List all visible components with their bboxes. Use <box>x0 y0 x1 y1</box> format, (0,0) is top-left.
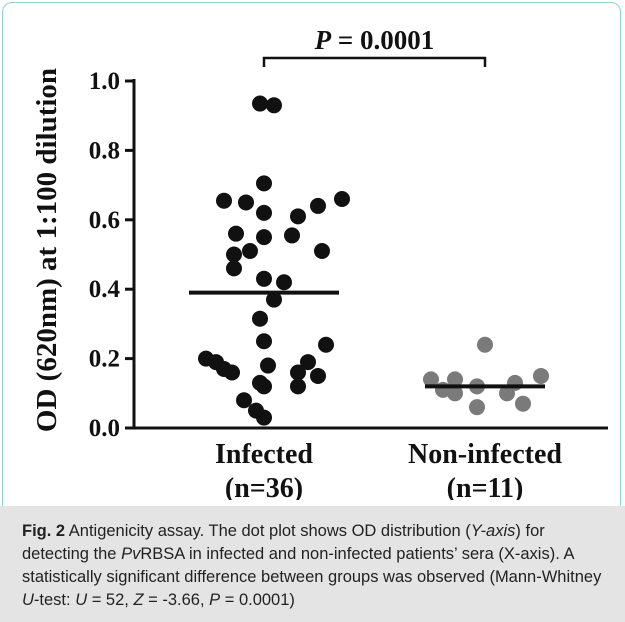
infected-point <box>228 225 244 242</box>
infected-point <box>256 229 272 246</box>
caption-text: The dot plot shows OD distribution ( <box>204 522 471 540</box>
infected-point <box>226 246 242 263</box>
y-tick-label: 0.0 <box>89 415 120 442</box>
infected-point <box>310 367 326 384</box>
infected-point <box>224 364 240 381</box>
significance-bracket <box>262 56 487 67</box>
infected-point <box>256 270 272 287</box>
infected-point <box>260 357 276 374</box>
caption-italic: Pv <box>121 545 141 563</box>
infected-point <box>290 378 306 395</box>
infected-point <box>238 194 254 211</box>
infected-point <box>216 192 232 209</box>
y-tick-label: 0.8 <box>89 137 120 164</box>
caption-text: = -3.66, <box>143 591 210 609</box>
infected-point <box>256 409 272 426</box>
caption-text: -test: <box>33 591 76 609</box>
caption-text: RBSA in infected and non-infected patien… <box>22 545 602 586</box>
infected-point <box>290 208 306 225</box>
infected-point <box>226 260 242 277</box>
infected-point <box>314 243 330 260</box>
y-tick-label: 0.2 <box>89 346 120 373</box>
caption-italic: U <box>22 591 34 609</box>
caption-title: Antigenicity assay. <box>65 522 205 540</box>
infected-point <box>256 333 272 350</box>
infected-point <box>266 291 282 308</box>
infected-point <box>284 227 300 244</box>
x-tick-label: (n=36) <box>225 473 303 500</box>
non-infected-point <box>515 395 531 412</box>
caption-italic: P <box>209 591 221 609</box>
infected-point <box>276 274 292 291</box>
y-tick-label: 0.4 <box>89 276 121 303</box>
significance-annotation: P = 0.0001 <box>262 25 487 67</box>
non-infected-point <box>447 385 463 402</box>
caption-italic: Y-axis <box>470 522 516 540</box>
dot-plot-chart: 0.0 0.2 0.4 0.6 0.8 1.0 Infected (n=36) Non-inf… <box>31 25 608 500</box>
infected-point <box>300 354 316 371</box>
p-symbol: P <box>314 25 332 55</box>
infected-point <box>266 97 282 114</box>
infected-point <box>252 310 268 327</box>
p-value-annotation: P = 0.0001 <box>314 25 435 55</box>
p-value-text: = 0.0001 <box>331 25 434 55</box>
non-infected-point <box>499 385 515 402</box>
x-axis: Infected (n=36) Non-infected (n=11) <box>133 426 608 500</box>
non-infected-point <box>447 371 463 388</box>
y-tick-label: 0.6 <box>89 207 120 234</box>
caption-text: = 52, <box>87 591 134 609</box>
x-tick-label: Infected <box>215 439 313 470</box>
data-points <box>198 95 549 426</box>
non-infected-point <box>533 367 549 384</box>
caption-italic: U <box>75 591 88 609</box>
infected-point <box>256 175 272 192</box>
y-axis: 0.0 0.2 0.4 0.6 0.8 1.0 <box>89 68 136 442</box>
median-lines <box>189 290 545 389</box>
infected-point <box>256 378 272 395</box>
non-infected-point <box>477 336 493 353</box>
x-tick-label: (n=11) <box>447 473 524 500</box>
infected-point <box>318 336 334 353</box>
infected-point <box>290 364 306 381</box>
figure-caption: Fig. 2 Antigenicity assay. The dot plot … <box>0 506 625 622</box>
caption-figure-label: Fig. 2 <box>22 522 66 540</box>
infected-point <box>256 204 272 221</box>
infected-point <box>242 243 258 260</box>
non-infected-point <box>469 399 485 416</box>
infected-point <box>236 392 252 409</box>
caption-text: ) for detecting the <box>22 522 545 563</box>
infected-point <box>252 95 268 112</box>
caption-text: = 0.0001) <box>220 591 295 609</box>
y-tick-label: 1.0 <box>89 68 120 95</box>
caption-italic: Z <box>133 591 144 609</box>
y-axis-label: OD (620nm) at 1:100 dilution <box>31 68 63 432</box>
infected-point <box>310 197 326 214</box>
infected-point <box>334 190 350 207</box>
x-tick-label: Non-infected <box>408 439 562 470</box>
non-infected-point <box>423 371 439 388</box>
